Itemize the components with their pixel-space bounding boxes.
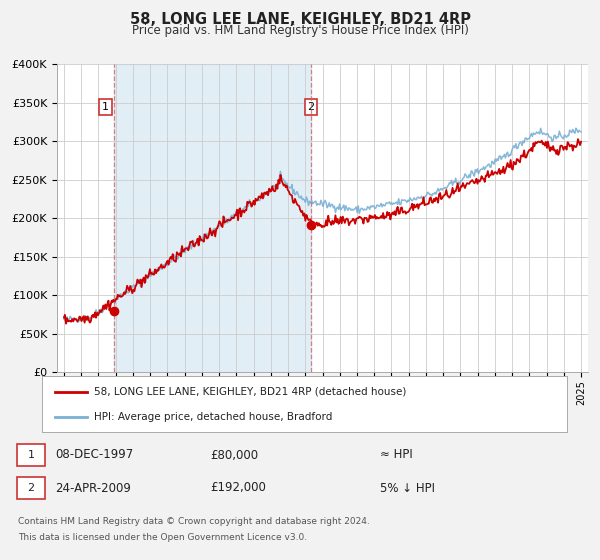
Text: 58, LONG LEE LANE, KEIGHLEY, BD21 4RP (detached house): 58, LONG LEE LANE, KEIGHLEY, BD21 4RP (d… bbox=[95, 387, 407, 397]
Text: Price paid vs. HM Land Registry's House Price Index (HPI): Price paid vs. HM Land Registry's House … bbox=[131, 24, 469, 37]
Text: 1: 1 bbox=[28, 450, 35, 460]
Text: £80,000: £80,000 bbox=[210, 449, 258, 461]
FancyBboxPatch shape bbox=[17, 444, 45, 466]
Text: This data is licensed under the Open Government Licence v3.0.: This data is licensed under the Open Gov… bbox=[18, 534, 307, 543]
Text: Contains HM Land Registry data © Crown copyright and database right 2024.: Contains HM Land Registry data © Crown c… bbox=[18, 517, 370, 526]
Text: ≈ HPI: ≈ HPI bbox=[380, 449, 413, 461]
Text: 5% ↓ HPI: 5% ↓ HPI bbox=[380, 482, 435, 494]
Text: 2: 2 bbox=[307, 102, 314, 112]
Text: 24-APR-2009: 24-APR-2009 bbox=[55, 482, 131, 494]
Text: £192,000: £192,000 bbox=[210, 482, 266, 494]
Text: 2: 2 bbox=[28, 483, 35, 493]
FancyBboxPatch shape bbox=[17, 477, 45, 499]
Text: 58, LONG LEE LANE, KEIGHLEY, BD21 4RP: 58, LONG LEE LANE, KEIGHLEY, BD21 4RP bbox=[130, 12, 470, 27]
Text: 1: 1 bbox=[102, 102, 109, 112]
Text: 08-DEC-1997: 08-DEC-1997 bbox=[55, 449, 133, 461]
Text: HPI: Average price, detached house, Bradford: HPI: Average price, detached house, Brad… bbox=[95, 412, 333, 422]
Bar bbox=[114, 64, 311, 372]
